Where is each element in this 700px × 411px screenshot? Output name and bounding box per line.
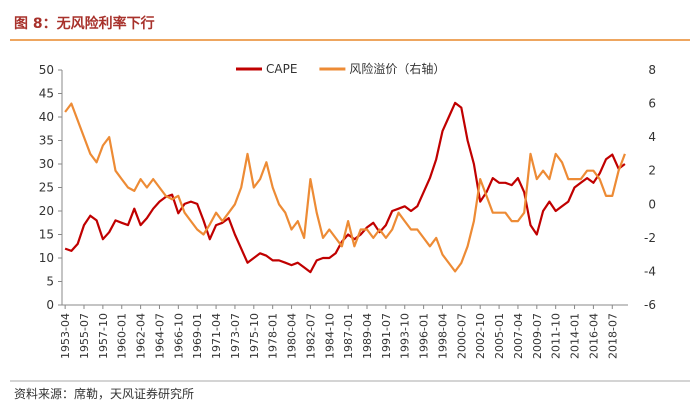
x-tick-label: 2000-07	[455, 313, 468, 359]
x-tick-label: 1969-01	[191, 313, 204, 359]
y-tick-label: 35	[39, 134, 54, 148]
series-line	[64, 102, 626, 273]
y2-tick-label: 4	[648, 130, 656, 144]
x-tick-label: 1953-04	[59, 313, 72, 359]
x-tick-label: 2002-10	[474, 313, 487, 359]
x-tick-label: 1971-04	[210, 313, 223, 359]
legend-label: CAPE	[266, 62, 297, 76]
x-tick-label: 1980-04	[286, 313, 299, 359]
x-tick-label: 1996-01	[418, 313, 431, 359]
x-tick-label: 1962-04	[135, 313, 148, 359]
x-tick-label: 2011-10	[550, 313, 563, 359]
x-tick-label: 2018-07	[606, 313, 619, 359]
series-line	[64, 101, 626, 274]
y-tick-label: 30	[39, 157, 54, 171]
x-tick-label: 1987-01	[342, 313, 355, 359]
y-tick-label: 5	[46, 275, 54, 289]
y-tick-label: 10	[39, 251, 54, 265]
source-note: 资料来源：席勒，天风证券研究所	[14, 386, 194, 401]
x-tick-label: 1973-07	[229, 313, 242, 359]
chart-title: 图 8：无风险利率下行	[14, 15, 155, 32]
x-tick-label: 2005-01	[493, 313, 506, 359]
y-tick-label: 40	[39, 110, 54, 124]
x-tick-label: 1984-10	[323, 313, 336, 359]
x-tick-label: 1964-07	[153, 313, 166, 359]
y-tick-label: 25	[39, 181, 54, 195]
y-tick-label: 50	[39, 63, 54, 77]
x-tick-label: 1998-04	[436, 313, 449, 359]
x-tick-label: 1966-10	[172, 313, 185, 359]
x-tick-label: 1975-10	[248, 313, 261, 359]
x-tick-label: 1957-10	[97, 313, 110, 359]
y2-tick-label: 6	[648, 97, 656, 111]
x-tick-label: 1982-07	[304, 313, 317, 359]
y-tick-label: 20	[39, 204, 54, 218]
x-tick-label: 1989-04	[361, 313, 374, 359]
y-tick-label: 45	[39, 87, 54, 101]
y2-tick-label: -6	[644, 298, 656, 312]
x-tick-label: 2014-01	[569, 313, 582, 359]
legend-label: 风险溢价（右轴）	[349, 61, 445, 76]
y2-tick-label: -2	[644, 231, 656, 245]
x-tick-label: 1955-07	[78, 313, 91, 359]
x-tick-label: 1993-10	[399, 313, 412, 359]
x-tick-label: 1960-01	[116, 313, 129, 359]
y2-tick-label: 2	[648, 164, 656, 178]
x-tick-label: 2009-07	[531, 313, 544, 359]
x-tick-label: 1978-01	[267, 313, 280, 359]
x-tick-label: 2007-04	[512, 313, 525, 359]
x-tick-label: 2016-04	[587, 313, 600, 359]
y2-tick-label: 0	[648, 197, 656, 211]
y2-tick-label: -4	[644, 264, 656, 278]
x-tick-label: 1991-07	[380, 313, 393, 359]
y-tick-label: 0	[46, 298, 54, 312]
y-tick-label: 15	[39, 228, 54, 242]
y2-tick-label: 8	[648, 63, 656, 77]
